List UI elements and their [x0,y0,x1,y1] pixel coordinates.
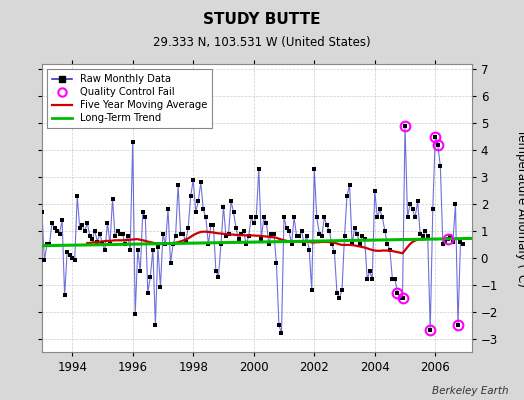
Y-axis label: Temperature Anomaly (°C): Temperature Anomaly (°C) [515,129,524,287]
Legend: Raw Monthly Data, Quality Control Fail, Five Year Moving Average, Long-Term Tren: Raw Monthly Data, Quality Control Fail, … [47,69,212,128]
Text: Berkeley Earth: Berkeley Earth [432,386,508,396]
Text: 29.333 N, 103.531 W (United States): 29.333 N, 103.531 W (United States) [153,36,371,49]
Text: STUDY BUTTE: STUDY BUTTE [203,12,321,27]
